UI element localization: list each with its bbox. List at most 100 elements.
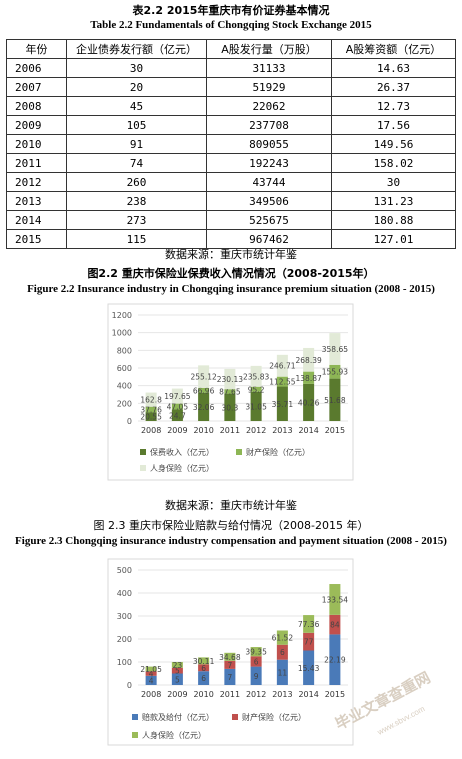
- bar-segment: [250, 391, 262, 421]
- table-cell: 180.88: [331, 210, 456, 230]
- stock-table: 年份 企业债券发行额（亿元） A股发行量（万股） A股筹资额（亿元） 2006 3…: [6, 39, 456, 249]
- data-label: 6: [201, 664, 206, 673]
- data-label: 23: [173, 661, 183, 670]
- table-cell: 74: [66, 153, 207, 173]
- table-caption-en: Table 2.2 Fundamentals of Chongqing Stoc…: [90, 19, 372, 31]
- x-tick-label: 2010: [193, 690, 213, 699]
- table-cell: 17.56: [331, 115, 456, 135]
- table-cell: 2007: [6, 77, 67, 97]
- bar-segment: [198, 387, 210, 393]
- data-label: 24.7: [169, 411, 186, 420]
- y-tick-label: 500: [117, 566, 132, 575]
- data-label: 37.76: [140, 405, 162, 414]
- table-cell: 30: [331, 172, 456, 192]
- legend-label: 财产保险（亿元）: [246, 447, 310, 457]
- table-cell: 2014: [6, 210, 67, 230]
- bar-segment: [171, 388, 183, 404]
- compensation-chart: 01002003004005004421.052008552320096630.…: [107, 558, 354, 746]
- table-cell: 31133: [206, 58, 332, 78]
- table-cell: 809055: [206, 134, 332, 154]
- bar-segment: [171, 409, 183, 421]
- table-cell: 2015: [6, 229, 67, 249]
- table-row: 2009 105 237708 17.56: [6, 115, 456, 135]
- bar-segment: [198, 392, 210, 421]
- data-label: 66.96: [193, 386, 215, 395]
- y-tick-label: 0: [127, 681, 132, 690]
- table-row: 2006 30 31133 14.63: [6, 58, 456, 78]
- legend-label: 赔款及给付（亿元）: [142, 712, 214, 722]
- y-tick-label: 200: [117, 635, 132, 644]
- data-label: 6: [280, 648, 285, 657]
- data-label: 30.3: [222, 403, 239, 412]
- data-label: 11: [278, 668, 288, 677]
- bar-segment: [224, 652, 236, 661]
- table-cell: 127.01: [331, 229, 456, 249]
- table-cell: 273: [66, 210, 207, 230]
- table-cell: 12.73: [331, 96, 456, 116]
- table-row: 2007 20 51929 26.37: [6, 77, 456, 97]
- table-cell: 349506: [206, 191, 332, 211]
- data-label: 87.65: [219, 387, 241, 396]
- bar-segment: [276, 659, 288, 685]
- table-row: 2011 74 192243 158.02: [6, 153, 456, 173]
- bar-segment: [145, 392, 157, 407]
- data-label: 61.52: [272, 634, 294, 643]
- legend-label: 人身保险（亿元）: [150, 463, 214, 473]
- data-label: 133.54: [322, 595, 348, 604]
- legend-swatch: [236, 449, 242, 455]
- data-label: 5: [175, 667, 180, 676]
- data-label: 230.13: [217, 375, 243, 384]
- y-tick-label: 400: [117, 382, 132, 391]
- figure2-caption-en: Figure 2.3 Chongqing insurance industry …: [15, 535, 447, 547]
- table-cell: 260: [66, 172, 207, 192]
- x-tick-label: 2008: [141, 690, 161, 699]
- table-cell: 192243: [206, 153, 332, 173]
- table-header-row: 年份 企业债券发行额（亿元） A股发行量（万股） A股筹资额（亿元）: [6, 39, 456, 59]
- table-cell: 105: [66, 115, 207, 135]
- table-header: 年份: [6, 39, 67, 59]
- bar-segment: [145, 406, 157, 413]
- data-label: 138.87: [296, 374, 322, 383]
- figure1-caption-en: Figure 2.2 Insurance industry in Chongqi…: [27, 283, 435, 295]
- data-label: 112.55: [269, 378, 295, 387]
- y-tick-label: 400: [117, 589, 132, 598]
- y-tick-label: 600: [117, 364, 132, 373]
- x-tick-label: 2008: [141, 426, 161, 435]
- data-label: 4: [149, 676, 154, 685]
- table-cell: 14.63: [331, 58, 456, 78]
- legend-label: 人身保险（亿元）: [142, 730, 206, 740]
- data-label: 4: [149, 670, 154, 679]
- table-row: 2012 260 43744 30: [6, 172, 456, 192]
- bar-segment: [329, 634, 341, 685]
- table-row: 2014 273 525675 180.88: [6, 210, 456, 230]
- data-label: 15.43: [298, 664, 320, 673]
- table-cell: 26.37: [331, 77, 456, 97]
- data-label: 255.12: [191, 373, 217, 382]
- bar-segment: [224, 389, 236, 394]
- x-tick-label: 2011: [220, 426, 240, 435]
- table-cell: 43744: [206, 172, 332, 192]
- data-label: 246.71: [269, 362, 295, 371]
- bar-segment: [303, 347, 315, 372]
- data-label: 84: [330, 621, 340, 630]
- data-label: 40.26: [298, 398, 320, 407]
- bar-segment: [329, 364, 341, 379]
- data-label: 77.36: [298, 620, 320, 629]
- bar-segment: [329, 614, 341, 635]
- bar-segment: [198, 664, 210, 672]
- y-tick-label: 1200: [112, 311, 132, 320]
- data-label: 162.8: [140, 396, 162, 405]
- bar-segment: [224, 368, 236, 390]
- bar-segment: [276, 644, 288, 660]
- data-label: 34.68: [219, 653, 241, 662]
- data-label: 51.68: [324, 396, 346, 405]
- bar-segment: [303, 371, 315, 384]
- table-cell: 2010: [6, 134, 67, 154]
- table-cell: 30: [66, 58, 207, 78]
- table-cell: 2008: [6, 96, 67, 116]
- data-label: 6: [201, 674, 206, 683]
- data-label: 235.83: [243, 372, 269, 381]
- bar-segment: [171, 667, 183, 674]
- data-label: 77: [304, 638, 314, 647]
- bar-segment: [145, 675, 157, 685]
